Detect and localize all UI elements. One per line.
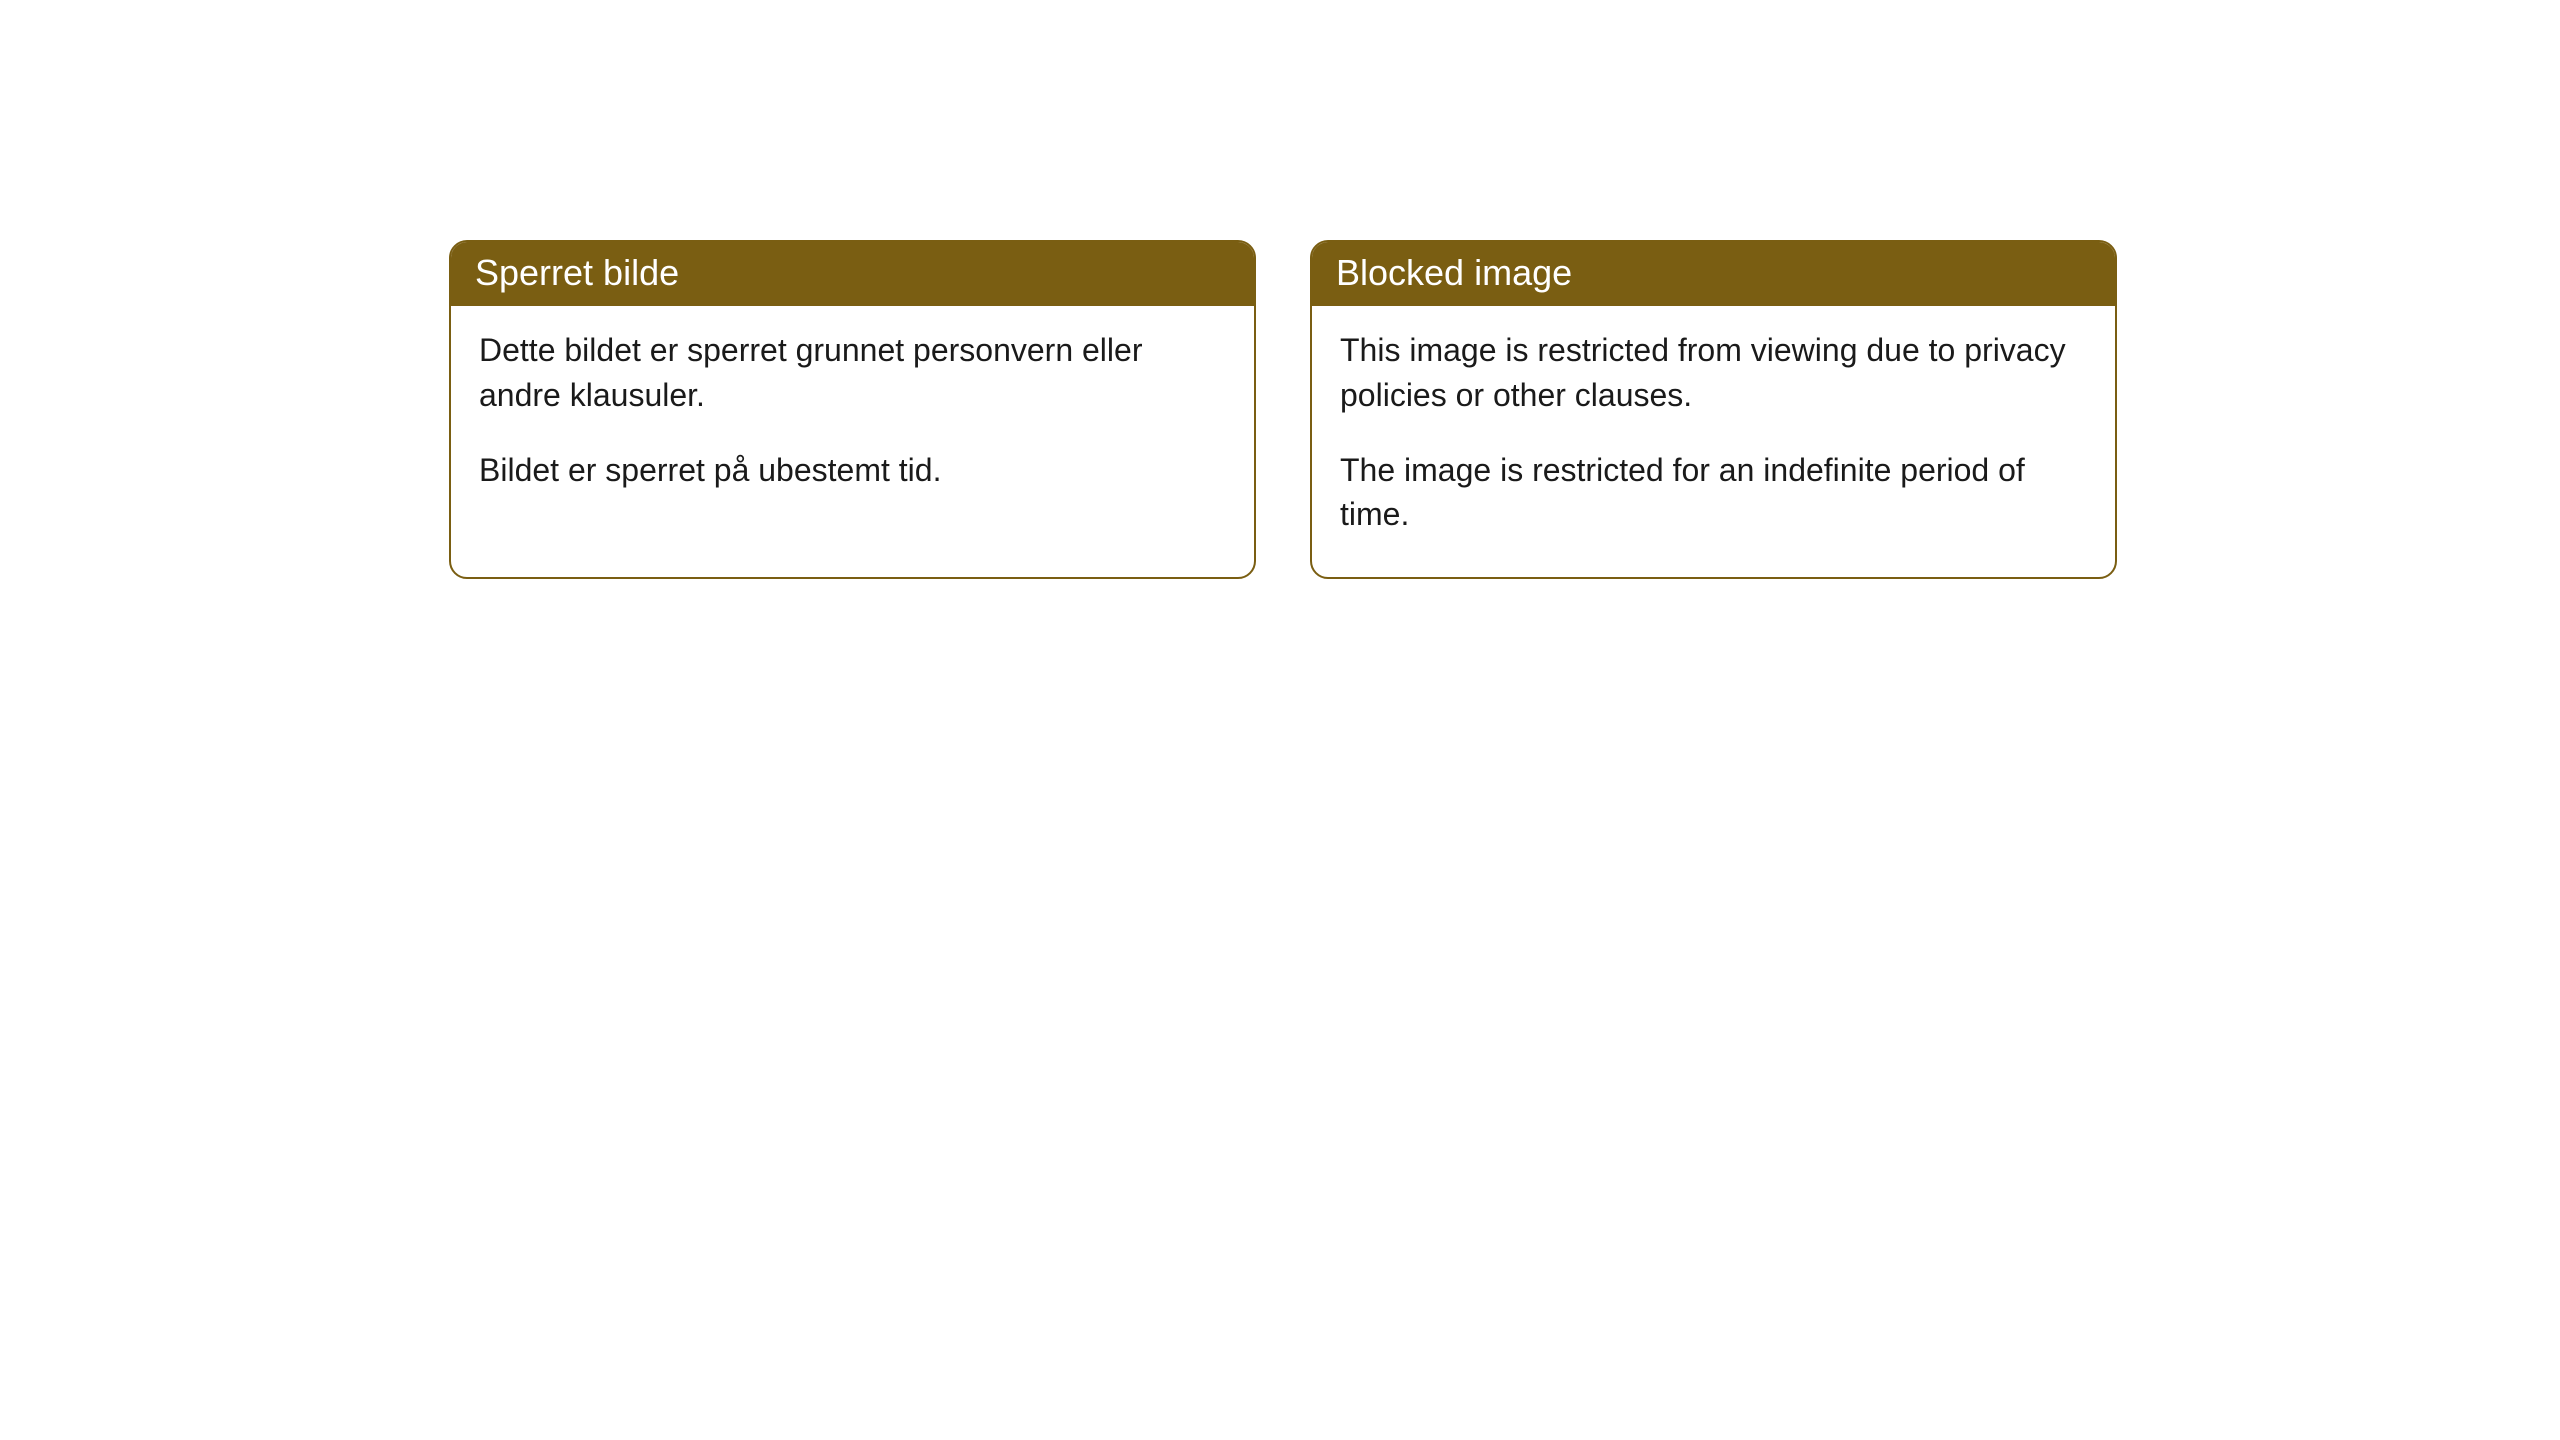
card-paragraph-1-en: This image is restricted from viewing du…: [1340, 328, 2087, 418]
card-paragraph-2-no: Bildet er sperret på ubestemt tid.: [479, 448, 1226, 493]
card-body-no: Dette bildet er sperret grunnet personve…: [451, 306, 1254, 532]
card-body-en: This image is restricted from viewing du…: [1312, 306, 2115, 577]
blocked-image-card-no: Sperret bilde Dette bildet er sperret gr…: [449, 240, 1256, 579]
card-paragraph-2-en: The image is restricted for an indefinit…: [1340, 448, 2087, 538]
card-header-no: Sperret bilde: [451, 242, 1254, 306]
card-paragraph-1-no: Dette bildet er sperret grunnet personve…: [479, 328, 1226, 418]
card-header-en: Blocked image: [1312, 242, 2115, 306]
cards-container: Sperret bilde Dette bildet er sperret gr…: [0, 0, 2560, 579]
blocked-image-card-en: Blocked image This image is restricted f…: [1310, 240, 2117, 579]
